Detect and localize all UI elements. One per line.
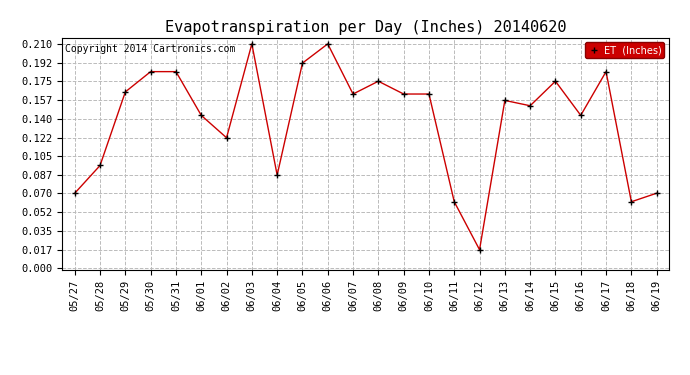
Title: Evapotranspiration per Day (Inches) 20140620: Evapotranspiration per Day (Inches) 2014…	[165, 20, 566, 35]
Text: Copyright 2014 Cartronics.com: Copyright 2014 Cartronics.com	[65, 45, 235, 54]
Legend: ET  (Inches): ET (Inches)	[585, 42, 664, 58]
